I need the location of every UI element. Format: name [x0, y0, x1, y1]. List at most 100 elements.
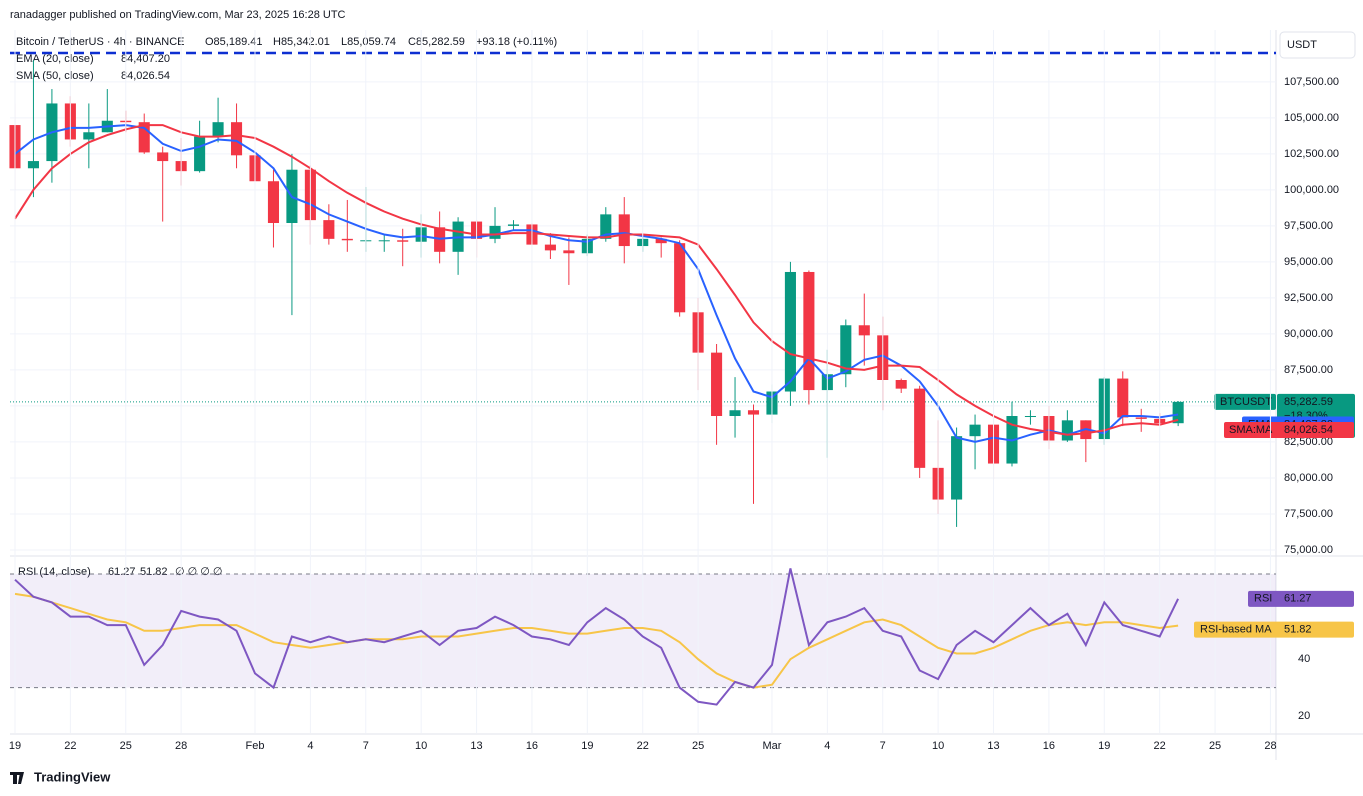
x-tick-label: Mar: [762, 740, 781, 752]
candle-body: [803, 271, 815, 391]
candle-body: [1117, 378, 1129, 418]
candle-body: [267, 181, 280, 224]
y-tick-label: 92,500.00: [1284, 292, 1333, 304]
candle-body: [212, 122, 224, 137]
candle-body: [563, 250, 575, 254]
x-tick-label: 13: [470, 740, 482, 752]
legend-ema: EMA (20, close): [16, 53, 94, 65]
candle-body: [138, 122, 150, 153]
y-tick-label: 82,500.00: [1284, 436, 1333, 448]
rsi-title: RSI (14, close): [18, 566, 91, 578]
candle-body: [544, 244, 556, 251]
y-tick-label: 80,000.00: [1284, 472, 1333, 484]
candle-body: [729, 410, 741, 417]
change: +93.18 (+0.11%): [476, 36, 557, 48]
x-tick-label: 10: [415, 740, 427, 752]
candle-body: [840, 325, 852, 375]
x-tick-label: 19: [9, 740, 21, 752]
candle-body: [858, 325, 870, 336]
y-tick-label: 107,500.00: [1284, 76, 1339, 88]
legend-sma: SMA (50, close): [16, 70, 94, 82]
y-tick-label: 100,000.00: [1284, 184, 1339, 196]
candle-body: [194, 136, 206, 172]
candle-body: [1172, 401, 1184, 424]
candle-body: [1135, 417, 1147, 419]
candle-body: [341, 238, 353, 241]
y-tick-label: 95,000.00: [1284, 256, 1333, 268]
candle-body: [378, 240, 390, 242]
y-tick-label: 90,000.00: [1284, 328, 1333, 340]
candle-body: [618, 214, 630, 247]
candle-body: [711, 352, 723, 417]
candle-body: [914, 388, 926, 468]
candle-body: [674, 243, 686, 313]
rsi-ma-tag: [1194, 621, 1354, 638]
logo-icon: [10, 772, 24, 784]
rsi-line: [14, 568, 1179, 706]
candle-body: [747, 410, 760, 415]
candle-body: [895, 380, 907, 389]
x-tick-label: 22: [64, 740, 76, 752]
last-price-text: 85,282.59: [1284, 396, 1333, 408]
rsi-ma-tag-value: 51.82: [1284, 624, 1312, 636]
x-tick-label: 25: [692, 740, 704, 752]
x-tick-label: 16: [1043, 740, 1055, 752]
ma-line: [14, 124, 1179, 436]
x-tick-label: 4: [824, 740, 830, 752]
y-tick-label: 102,500.00: [1284, 148, 1339, 160]
ohlc: L85,059.74: [341, 36, 396, 48]
candle-body: [1024, 416, 1036, 418]
x-tick-label: 19: [581, 740, 593, 752]
x-tick-label: 25: [1209, 740, 1221, 752]
candle-body: [507, 224, 520, 226]
candle-body: [600, 214, 612, 239]
rsi-tag-value: 61.27: [1284, 593, 1312, 605]
rsi-line: [14, 592, 1179, 689]
sma-tag: [1224, 421, 1354, 438]
candle-body: [784, 271, 796, 392]
candle-body: [655, 238, 667, 244]
x-tick-label: 25: [120, 740, 132, 752]
legend-sma-value: 84,026.54: [121, 70, 170, 82]
candle-body: [1061, 420, 1073, 441]
x-tick-label: 13: [987, 740, 999, 752]
y-tick-label: 105,000.00: [1284, 112, 1339, 124]
symbol-tag-text: BTCUSDT: [1220, 396, 1272, 408]
candle-body: [83, 132, 95, 140]
x-tick-label: 22: [637, 740, 649, 752]
logo: TradingView: [34, 769, 111, 784]
sma-tag-name: SMA:MA: [1229, 424, 1273, 436]
rsi-tag-name: RSI: [1254, 593, 1272, 605]
x-tick-label: 7: [880, 740, 886, 752]
publisher: ranadagger published on TradingView.com,…: [10, 9, 346, 21]
y-tick-label: 97,500.00: [1284, 220, 1333, 232]
candle-body: [27, 161, 39, 169]
candle-body: [969, 424, 981, 437]
candle-body: [323, 220, 335, 239]
x-tick-label: 4: [307, 740, 313, 752]
y-tick-label: 87,500.00: [1284, 364, 1333, 376]
y-tick-label: 77,500.00: [1284, 508, 1333, 520]
x-tick-label: 22: [1154, 740, 1166, 752]
y-tick-label: 20: [1298, 710, 1310, 722]
rsi-ma-tag-name: RSI-based MA: [1200, 624, 1272, 636]
x-tick-label: 10: [932, 740, 944, 752]
x-tick-label: Feb: [246, 740, 265, 752]
symbol: Bitcoin / TetherUS · 4h · BINANCE: [16, 36, 185, 48]
x-tick-label: 19: [1098, 740, 1110, 752]
sma-tag-value: 84,026.54: [1284, 424, 1333, 436]
x-tick-label: 7: [363, 740, 369, 752]
rsi-tag: [1248, 590, 1354, 607]
rsi-extra: ∅ ∅ ∅ ∅: [175, 566, 223, 578]
candle-body: [489, 225, 501, 239]
ohlc: O85,189.41: [205, 36, 263, 48]
candle-body: [951, 436, 963, 500]
ohlc: C85,282.59: [408, 36, 465, 48]
legend-ema-value: 84,407.20: [121, 53, 170, 65]
currency-button[interactable]: [1279, 31, 1356, 59]
candle-body: [157, 152, 169, 162]
currency: USDT: [1287, 39, 1317, 51]
x-tick-label: 28: [175, 740, 187, 752]
